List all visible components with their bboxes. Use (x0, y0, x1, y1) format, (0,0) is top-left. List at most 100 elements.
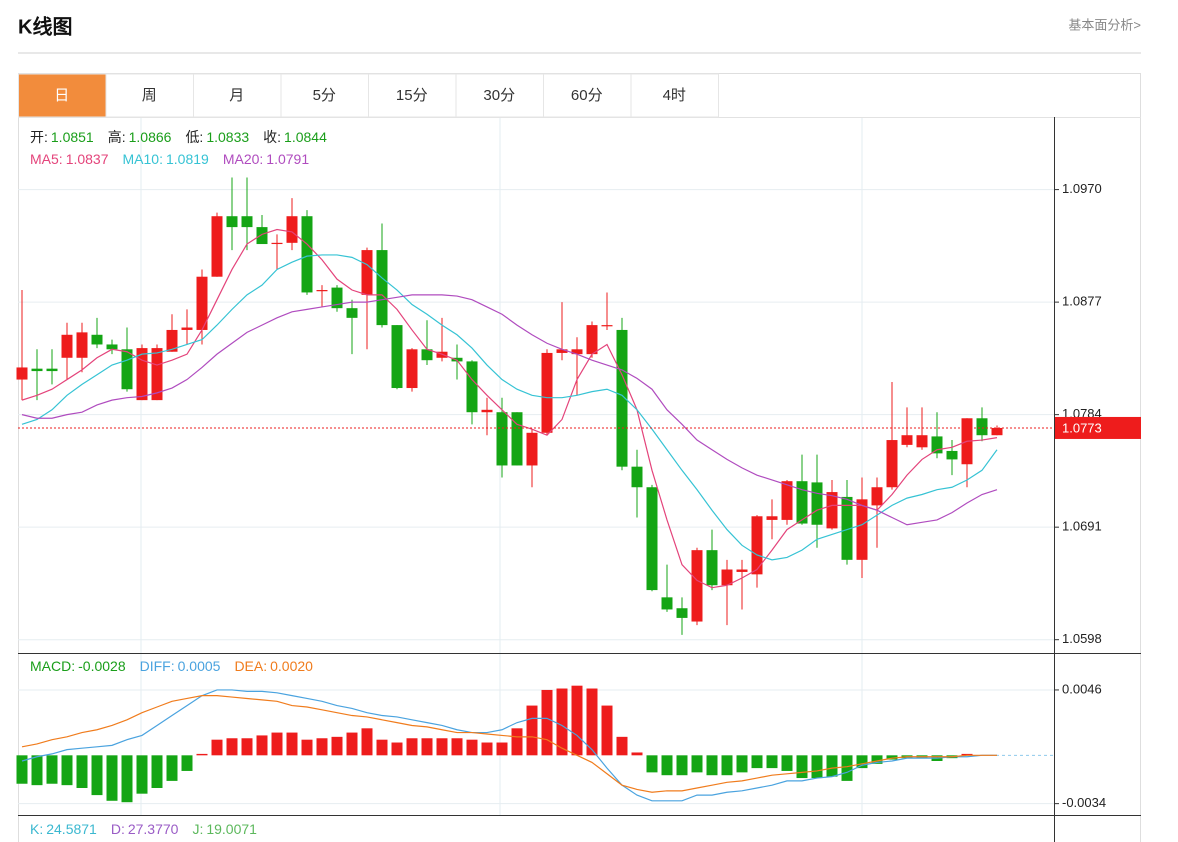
fundamentals-link[interactable]: 基本面分析> (1068, 17, 1141, 32)
macd-bar (301, 739, 313, 756)
ma-line (21, 228, 998, 589)
macd-bar (556, 688, 568, 756)
macd-bar (166, 755, 178, 781)
tab-background[interactable] (630, 73, 719, 118)
candle-body (556, 349, 568, 353)
macd-bar (151, 755, 163, 788)
candle-body (691, 550, 703, 622)
candle-body (421, 349, 433, 361)
macd-bar (871, 755, 883, 764)
candle-body (826, 492, 838, 529)
macd-bar (226, 738, 238, 756)
tab[interactable]: 5分 (280, 73, 369, 118)
readout-label: MACD: (30, 658, 75, 674)
candle-body (106, 344, 118, 350)
tab[interactable]: 30分 (455, 73, 544, 118)
tab-background[interactable] (193, 73, 282, 118)
candle-body (706, 550, 718, 586)
last-price-label: 1.0773 (1062, 420, 1102, 435)
macd-bar (361, 728, 373, 756)
candle-body (616, 329, 628, 467)
macd-bar (721, 755, 733, 776)
candle-body (661, 597, 673, 610)
readout-label: MA5: (30, 151, 63, 167)
readout-row: MA5: 1.0837 MA10: 1.0819 MA20: 1.0791 (30, 151, 309, 167)
y-tick-label: 0.0046 (1062, 681, 1102, 696)
macd-bar (586, 688, 598, 756)
macd-bar (121, 755, 133, 803)
macd-bar (436, 738, 448, 756)
readout-value: 1.0833 (206, 129, 249, 145)
readout-label: DEA: (234, 658, 267, 674)
tab-label[interactable]: 周 (142, 87, 157, 104)
macd-bar (886, 755, 898, 760)
readout-value: 19.0071 (206, 821, 257, 837)
candle-body (991, 427, 1003, 436)
candle-body (31, 368, 43, 372)
macd-bar (421, 738, 433, 756)
tab[interactable]: 15分 (368, 73, 457, 118)
tab-label[interactable]: 月 (229, 87, 244, 104)
tab-label[interactable]: 日 (54, 87, 69, 104)
candle-body (121, 349, 133, 390)
tab[interactable]: 月 (193, 73, 282, 118)
ma-line (21, 294, 998, 526)
candle-body (196, 276, 208, 330)
macd-bar (541, 689, 553, 756)
tab-background[interactable] (280, 73, 369, 118)
readout-value: 1.0791 (266, 151, 309, 167)
last-price-box (1055, 416, 1141, 439)
macd-bar (331, 736, 343, 756)
tab-label[interactable]: 30分 (483, 87, 515, 104)
candle-body (811, 482, 823, 525)
candle-body (766, 516, 778, 520)
candle-body (331, 287, 343, 309)
macd-bar (316, 738, 328, 756)
readout-label: 低: (185, 129, 203, 145)
macd-bar (391, 742, 403, 756)
candle-body (376, 250, 388, 326)
readout-row: K: 24.5871 D: 27.3770 J: 19.0071 (30, 821, 257, 837)
candle-body (271, 242, 283, 245)
tab-label[interactable]: 60分 (571, 87, 603, 104)
readout-label: D: (111, 821, 125, 837)
macd-bar (466, 739, 478, 756)
tab[interactable]: 日 (18, 73, 107, 118)
macd-bar (706, 755, 718, 776)
macd-bar (691, 755, 703, 773)
tab-label[interactable]: 4时 (663, 87, 686, 104)
candle-body (496, 412, 508, 466)
tab-background[interactable] (455, 73, 544, 118)
candle-body (286, 216, 298, 243)
candle-body (166, 329, 178, 352)
y-tick-label: 1.0598 (1062, 631, 1102, 646)
candle-body (526, 432, 538, 466)
macd-bar (61, 755, 73, 786)
candle-body (91, 334, 103, 345)
candle-body (346, 308, 358, 318)
candle-body (241, 216, 253, 228)
tab-label[interactable]: 15分 (396, 87, 428, 104)
tab-background[interactable] (368, 73, 457, 118)
macd-bar (841, 755, 853, 781)
candle-body (976, 418, 988, 436)
macd-bar (751, 755, 763, 769)
readout-label: DIFF: (140, 658, 175, 674)
readout-value: 1.0844 (284, 129, 327, 145)
tab-label[interactable]: 5分 (313, 87, 336, 104)
tab[interactable]: 周 (105, 73, 194, 118)
candle-body (901, 435, 913, 445)
candle-body (781, 481, 793, 520)
candle-body (721, 569, 733, 586)
tab[interactable]: 4时 (630, 73, 719, 118)
tab-background[interactable] (105, 73, 194, 118)
macd-bar (136, 755, 148, 794)
macd-bar (91, 755, 103, 796)
tab[interactable]: 60分 (543, 73, 632, 118)
candle-body (136, 348, 148, 401)
macd-bar (376, 739, 388, 756)
tab-background[interactable] (543, 73, 632, 118)
candle-body (16, 367, 28, 380)
macd-bar (826, 755, 838, 777)
